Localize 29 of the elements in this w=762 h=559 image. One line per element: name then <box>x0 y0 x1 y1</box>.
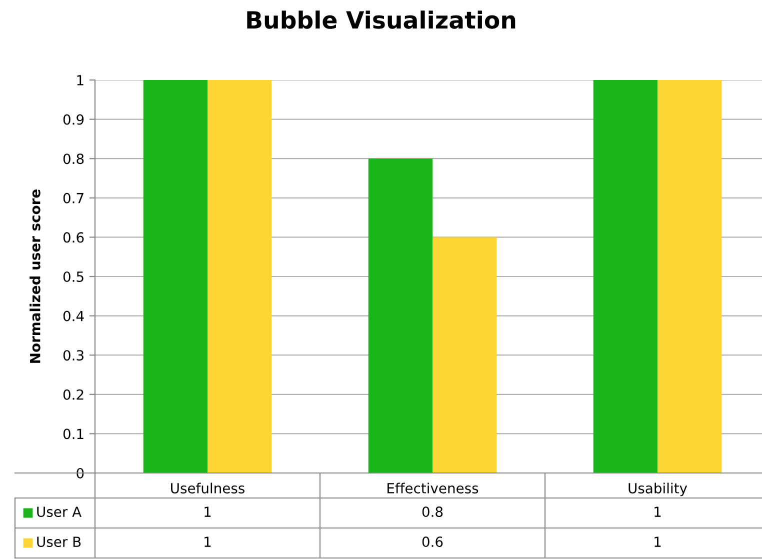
x-tick-label: Usefulness <box>171 482 244 494</box>
y-tick-label: 0.9 <box>63 114 84 125</box>
x-tick-label: Effectiveness <box>388 482 478 494</box>
data-label: 1 <box>654 506 661 517</box>
x-tick-label: Usability <box>628 482 688 496</box>
y-tick-label: 0.7 <box>63 192 84 204</box>
data-label: 0.8 <box>422 506 443 518</box>
y-tick-label: 0.6 <box>63 232 84 243</box>
y-tick-label: 0.1 <box>63 428 84 440</box>
bar <box>208 80 272 473</box>
y-tick-label: 0.2 <box>63 389 84 400</box>
legend-label: User B <box>37 536 81 548</box>
data-label: 1 <box>204 536 211 547</box>
y-tick-label: 1 <box>77 75 84 86</box>
bar <box>658 80 722 473</box>
y-tick-label: 0.8 <box>63 154 84 164</box>
y-tick-label: 0.4 <box>63 310 84 322</box>
y-axis-title: Normalized user score <box>30 190 40 363</box>
y-tick-label: 0.3 <box>63 350 84 361</box>
bar <box>143 80 208 473</box>
y-tick-label: 0.5 <box>63 271 84 282</box>
chart-title: Bubble Visualization <box>247 10 516 29</box>
data-label: 0.6 <box>422 536 443 548</box>
bar <box>432 237 497 473</box>
bar <box>368 158 432 473</box>
legend-label: User A <box>37 506 82 518</box>
bar <box>593 80 658 473</box>
data-label: 1 <box>204 506 211 517</box>
data-label: 1 <box>654 536 661 547</box>
